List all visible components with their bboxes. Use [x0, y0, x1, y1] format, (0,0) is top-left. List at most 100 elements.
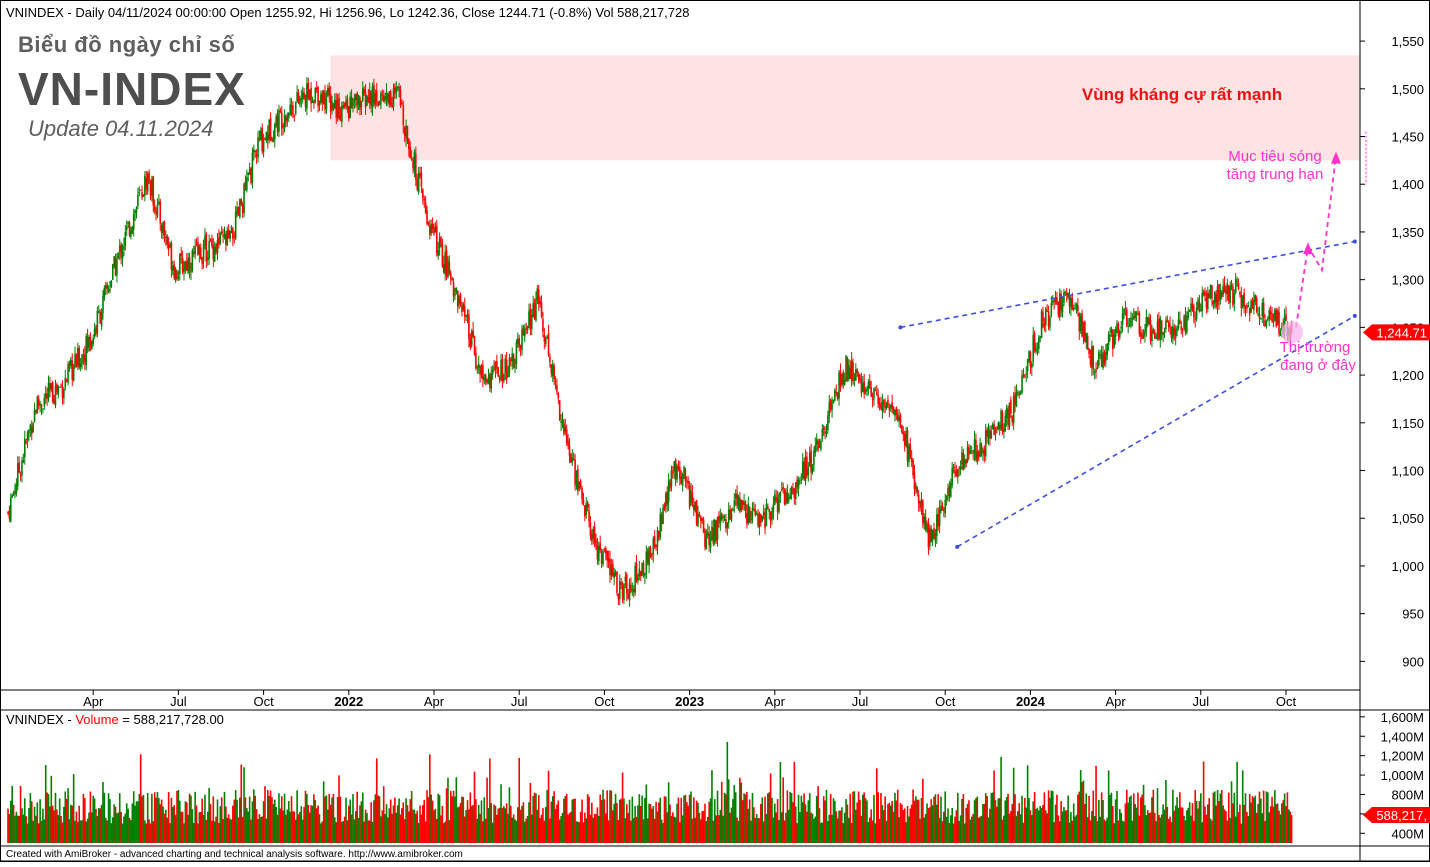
- candle-body-up: [398, 86, 400, 91]
- volume-bar-down: [482, 821, 484, 843]
- candle-body-down: [1246, 305, 1248, 309]
- volume-bar-down: [1033, 791, 1036, 843]
- candle-body-up: [202, 244, 205, 262]
- candle-body-up: [1268, 310, 1271, 320]
- candle-body-up: [850, 360, 853, 382]
- volume-bar-down: [1202, 761, 1205, 843]
- candle-body-down: [884, 404, 886, 409]
- candle-body-down: [863, 381, 866, 394]
- candle-body-up: [1017, 392, 1019, 394]
- volume-bar-up: [990, 792, 993, 843]
- candle-body-down: [180, 253, 182, 256]
- candle-body-up: [1025, 373, 1028, 375]
- volume-bar-down: [84, 798, 86, 843]
- candle-body-down: [472, 330, 474, 337]
- volume-bar-down: [78, 805, 81, 843]
- volume-bar-up: [229, 818, 231, 843]
- candle-body-up: [920, 498, 923, 507]
- candle-body-up: [772, 504, 775, 512]
- candle-body-down: [796, 479, 798, 487]
- candle-body-down: [1137, 313, 1139, 315]
- candle-body-down: [588, 510, 590, 522]
- candle-body-up: [934, 533, 937, 542]
- volume-bar-down: [533, 792, 536, 843]
- candle-body-down: [748, 506, 751, 523]
- volume-bar-down: [1160, 814, 1163, 843]
- candle-body-up: [1226, 282, 1229, 294]
- volume-bar-up: [1105, 820, 1107, 843]
- volume-bar-up: [637, 805, 639, 843]
- candle-body-up: [320, 94, 322, 103]
- volume-bar-down: [240, 764, 243, 843]
- candle-body-up: [1174, 329, 1177, 339]
- overlay-title: VN-INDEX: [18, 63, 246, 115]
- candle-body-down: [958, 468, 960, 470]
- candle-body-down: [141, 192, 143, 198]
- volume-bar-down: [1018, 803, 1021, 843]
- candle-body-up: [1135, 312, 1138, 314]
- candle-body-up: [1015, 392, 1018, 407]
- candle-body-up: [732, 508, 734, 511]
- candle-body-up: [1159, 318, 1162, 340]
- candle-body-up: [634, 565, 636, 593]
- candle-body-up: [575, 471, 578, 487]
- candle-body-down: [1275, 309, 1278, 327]
- volume-bar-up: [713, 799, 716, 843]
- candle-body-down: [930, 528, 933, 542]
- candle-body-up: [275, 116, 277, 126]
- volume-bar-up: [1172, 789, 1174, 843]
- volume-bar-up: [1106, 817, 1109, 843]
- volume-bar-down: [933, 796, 935, 843]
- volume-bar-down: [338, 775, 340, 843]
- candle-body-up: [1144, 330, 1146, 335]
- candle-body-down: [712, 527, 715, 544]
- candle-body-down: [313, 100, 315, 104]
- volume-bar-up: [294, 819, 297, 843]
- volume-bar-down: [12, 804, 15, 843]
- candle-body-down: [877, 395, 879, 405]
- volume-title-series: Volume: [75, 712, 118, 727]
- volume-bar-down: [603, 799, 606, 843]
- volume-bar-down: [557, 800, 560, 843]
- candle-body-up: [811, 466, 814, 472]
- volume-bar-down: [408, 811, 410, 843]
- candle-body-down: [1138, 312, 1141, 335]
- candle-body-up: [973, 439, 976, 454]
- candle-body-up: [113, 256, 115, 267]
- volume-bar-up: [797, 794, 800, 843]
- volume-bar-up: [1017, 811, 1019, 843]
- candle-body-up: [124, 231, 127, 246]
- volume-bar-down: [176, 790, 178, 843]
- volume-bar-up: [64, 791, 67, 843]
- candle-body-up: [219, 232, 222, 244]
- volume-bar-down: [786, 790, 789, 843]
- volume-bar-up: [507, 813, 509, 843]
- volume-bar-down: [505, 803, 508, 843]
- volume-bar-down: [1137, 792, 1139, 843]
- candle-body-up: [571, 457, 574, 463]
- volume-bar-up: [778, 820, 780, 843]
- volume-bar-down: [554, 809, 557, 843]
- candle-body-down: [426, 210, 428, 224]
- volume-bar-up: [716, 790, 719, 843]
- candle-body-up: [1012, 396, 1015, 424]
- candle-body-up: [683, 466, 685, 473]
- candle-body-up: [536, 288, 539, 300]
- volume-bar-up: [690, 791, 692, 843]
- candle-body-down: [937, 513, 940, 527]
- candle-body-up: [138, 192, 141, 194]
- candle-body-up: [366, 95, 368, 106]
- volume-bar-down: [350, 814, 353, 843]
- candle-body-down: [909, 444, 912, 459]
- candle-body-up: [458, 296, 460, 305]
- candle-body-down: [1078, 312, 1081, 332]
- candle-body-up: [247, 172, 250, 175]
- volume-bar-up: [42, 808, 44, 843]
- volume-bar-down: [686, 802, 688, 843]
- candle-body-up: [747, 503, 750, 524]
- candle-body-down: [377, 101, 379, 106]
- candle-body-up: [1200, 309, 1202, 311]
- volume-bar-down: [958, 820, 960, 843]
- candle-body-down: [429, 225, 431, 235]
- volume-bar-down: [89, 791, 92, 843]
